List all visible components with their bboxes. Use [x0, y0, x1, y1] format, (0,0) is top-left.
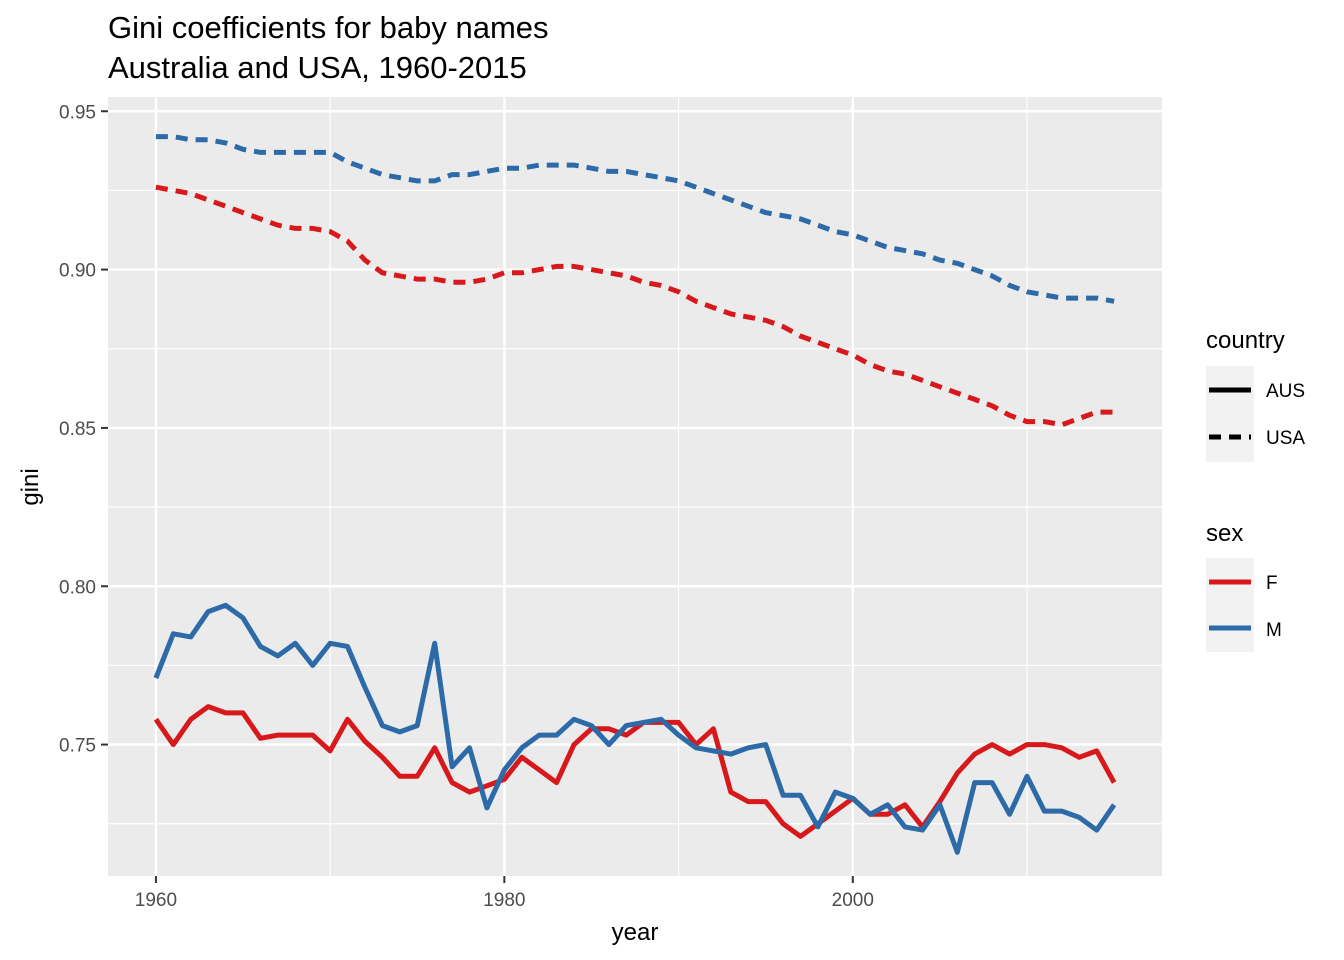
- y-tick-label: 0.75: [59, 736, 96, 757]
- legend-label-f: F: [1266, 573, 1278, 594]
- y-tick-labels: 0.75 0.80 0.85 0.90 0.95: [59, 102, 96, 756]
- major-gridlines: [108, 97, 1162, 876]
- plot-panel: [108, 97, 1162, 876]
- x-tick-label: 1960: [135, 890, 177, 911]
- legend-country: country AUS USA: [1206, 327, 1305, 462]
- x-tick-labels: 1960 1980 2000: [135, 890, 874, 911]
- x-tick-label: 1980: [483, 890, 525, 911]
- legend-country-title: country: [1206, 327, 1285, 354]
- series-line-usa-m: [155, 134, 1115, 304]
- y-tick-label: 0.80: [59, 577, 96, 598]
- legend-sex-key-bg: [1206, 558, 1254, 652]
- legend-label-m: M: [1266, 620, 1282, 641]
- legend-sex: sex F M: [1206, 520, 1282, 652]
- chart-title: Gini coefficients for baby names: [108, 10, 549, 45]
- series-lines: [153, 134, 1117, 855]
- legend-sex-title: sex: [1206, 520, 1243, 547]
- minor-gridlines: [108, 97, 1162, 876]
- y-tick-label: 0.90: [59, 261, 96, 282]
- y-tick-label: 0.85: [59, 419, 96, 440]
- legend-label-usa: USA: [1266, 428, 1305, 449]
- legend-country-key-bg: [1206, 366, 1254, 462]
- series-line-usa-f: [155, 184, 1115, 428]
- x-tick-label: 2000: [832, 890, 874, 911]
- chart-subtitle: Australia and USA, 1960-2015: [108, 50, 527, 85]
- y-tick-label: 0.95: [59, 102, 96, 123]
- series-line-aus-f: [153, 704, 1117, 839]
- series-line-aus-m: [153, 602, 1117, 855]
- legend-label-aus: AUS: [1266, 381, 1305, 402]
- y-axis-title: gini: [17, 468, 44, 505]
- x-axis-title: year: [612, 919, 659, 946]
- axis-ticks: [101, 110, 854, 883]
